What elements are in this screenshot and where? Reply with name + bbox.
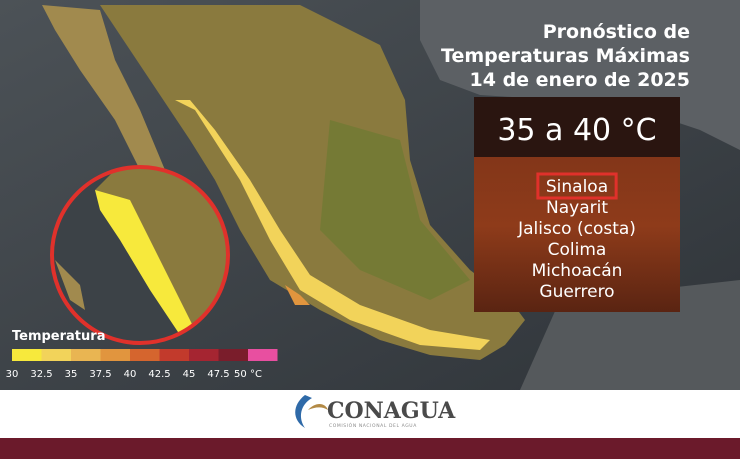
footer-strip	[0, 438, 740, 459]
legend-swatch	[41, 349, 71, 361]
legend-label: 37.5	[89, 369, 111, 380]
brand-subtitle: COMISIÓN NACIONAL DEL AGUA	[329, 422, 417, 429]
legend-title: Temperatura	[12, 329, 105, 344]
legend-swatch	[71, 349, 101, 361]
highlight-box	[536, 172, 618, 200]
baja-california	[42, 5, 175, 205]
legend-label: 40	[124, 369, 137, 380]
state-name: Guerrero	[539, 282, 614, 302]
forecast-box-header	[474, 97, 680, 157]
logo-icon	[308, 404, 328, 410]
title-line: 14 de enero de 2025	[470, 69, 690, 91]
legend-swatch	[100, 349, 130, 361]
title-line: Temperaturas Máximas	[441, 45, 690, 67]
state-name: Sinaloa	[546, 177, 608, 197]
central-region	[320, 120, 470, 300]
state-name: Jalisco (costa)	[517, 219, 636, 239]
legend-swatch	[189, 349, 219, 361]
legend-label: 35	[65, 369, 78, 380]
legend-label: 45	[183, 369, 196, 380]
title-line: Pronóstico de	[543, 21, 690, 43]
legend-swatch	[12, 349, 42, 361]
temperature-range: 35 a 40 °C	[497, 113, 656, 148]
legend: 30 32.5 35 37.5 40 42.5 45 47.5 50 °C	[6, 349, 278, 380]
state-name: Michoacán	[532, 261, 623, 281]
state-name: Colima	[548, 240, 607, 260]
heat-zone	[175, 100, 490, 350]
legend-swatch	[218, 349, 248, 361]
footer	[0, 390, 740, 438]
state-name: Nayarit	[546, 198, 608, 218]
legend-label: 32.5	[30, 369, 52, 380]
legend-label: 30	[6, 369, 19, 380]
heat-zone	[285, 285, 310, 305]
brand: CONAGUA	[327, 398, 456, 424]
legend-swatch	[159, 349, 189, 361]
inset-ring	[50, 165, 230, 345]
legend-label: 47.5	[207, 369, 229, 380]
inset	[52, 167, 228, 343]
legend-swatch	[248, 349, 278, 361]
legend-label: 50 °C	[234, 369, 262, 380]
logo-icon	[295, 395, 312, 428]
legend-swatch	[130, 349, 160, 361]
legend-label: 42.5	[148, 369, 170, 380]
